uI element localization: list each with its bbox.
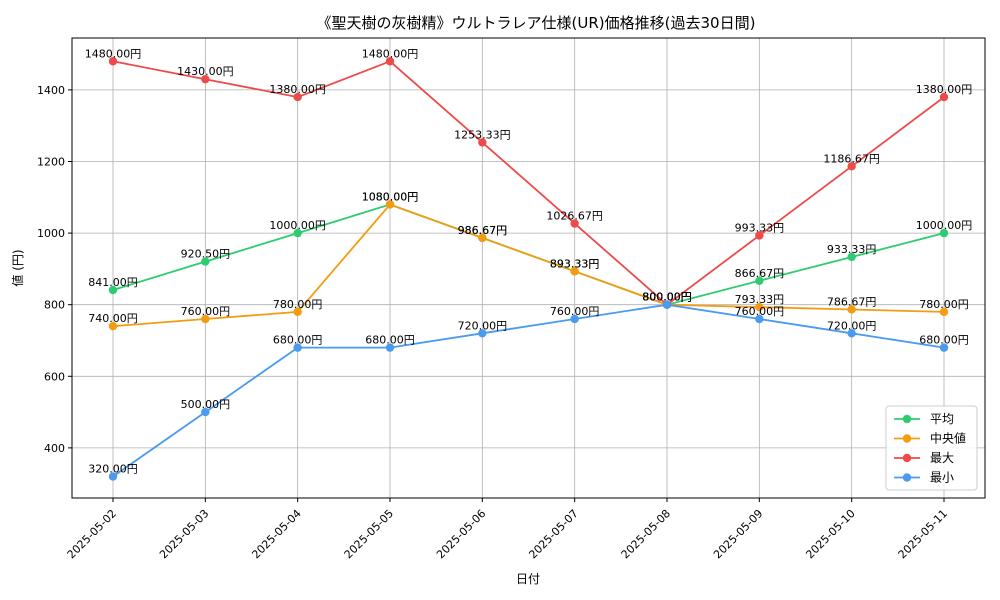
data-label: 1480.00円 [362,47,419,60]
data-label: 800.00円 [642,291,692,304]
data-point [108,285,118,295]
series-line-3 [112,60,945,306]
data-label: 680.00円 [919,334,969,347]
data-label: 1186.67円 [823,152,880,165]
data-label: 320.00円 [88,463,138,476]
data-label: 986.67円 [458,224,508,237]
legend-marker [902,473,912,482]
data-point [478,329,487,338]
data-point [939,307,949,317]
data-label: 893.33円 [550,257,600,270]
data-point [385,343,395,352]
series-line-4 [112,303,945,478]
data-label: 1430.00円 [177,65,234,78]
data-label: 760.00円 [735,305,785,318]
legend-marker [902,414,912,424]
data-point [847,329,856,338]
data-label: 760.00円 [550,305,600,318]
data-label: 933.33円 [827,243,877,256]
data-label: 986.67円 [458,224,508,237]
data-label: 780.00円 [273,298,323,311]
data-label: 800.00円 [642,291,692,304]
series-line-2 [112,203,945,328]
y-tick-label: 1400 [37,84,65,97]
data-point [570,314,579,324]
data-label: 893.33円 [550,257,600,270]
data-label: 800.00円 [642,291,692,304]
data-label: 800.00円 [642,291,692,304]
data-point [939,228,949,238]
y-tick-label: 1200 [37,156,65,169]
data-label: 786.67円 [827,295,877,308]
data-point [755,302,764,312]
data-label: 1000.00円 [916,219,973,232]
data-label: 1026.67円 [546,210,603,223]
data-label: 920.50円 [181,248,231,261]
legend-label: 最小 [930,471,954,485]
data-label: 1380.00円 [269,83,326,96]
y-tick-label: 800 [44,299,65,312]
data-point [755,314,764,324]
data-point [293,228,302,238]
data-label: 720.00円 [827,319,877,332]
data-point [478,233,487,243]
data-point [201,407,210,417]
data-label: 720.00円 [458,319,508,332]
data-point [108,321,118,331]
y-axis-label: 値 (円) [10,249,25,286]
data-label: 740.00円 [88,312,138,325]
y-tick-label: 1000 [37,227,65,240]
data-label: 841.00円 [88,276,138,289]
plot-frame [71,37,986,499]
data-point [570,267,579,276]
legend-label: 中央値 [930,431,966,446]
data-point [847,162,856,171]
data-point [939,92,949,102]
data-label: 680.00円 [273,334,323,347]
data-label: 1253.33円 [454,128,511,141]
data-label: 680.00円 [365,334,415,347]
data-label: 1480.00円 [85,47,142,60]
data-point [201,314,210,324]
legend-label: 最大 [930,451,954,465]
data-point [201,257,210,266]
data-label: 993.33円 [735,221,785,234]
data-point [385,57,395,66]
legend-label: 平均 [930,412,954,426]
data-label: 866.67円 [735,267,785,280]
data-label: 780.00円 [919,298,969,311]
data-point [939,343,949,352]
data-label: 1080.00円 [362,190,419,203]
data-point [293,343,302,352]
data-label: 1380.00円 [916,83,973,96]
data-point [755,276,764,286]
data-label: 760.00円 [181,305,231,318]
data-label: 1000.00円 [269,219,326,232]
data-point [478,138,487,147]
data-point [847,252,856,262]
y-tick-label: 600 [44,370,65,383]
legend-marker [902,434,912,443]
legend-marker [902,453,912,463]
data-point [847,305,856,314]
x-axis-label: 日付 [516,572,540,586]
data-point [385,200,395,209]
data-label: 793.33円 [735,293,785,306]
data-label: 1080.00円 [362,190,419,203]
legend-box [885,405,978,491]
data-point [293,92,302,102]
data-point [201,74,210,84]
chart-title: 《聖天樹の灰樹精》ウルトラレア仕様(UR)価格推移(過去30日間) [317,14,756,32]
data-label: 500.00円 [181,398,231,411]
data-point [293,307,302,317]
data-point [570,219,579,228]
data-point [108,472,118,481]
data-point [662,300,672,309]
data-point [755,231,764,240]
y-tick-label: 400 [44,442,65,455]
data-point [108,57,118,66]
